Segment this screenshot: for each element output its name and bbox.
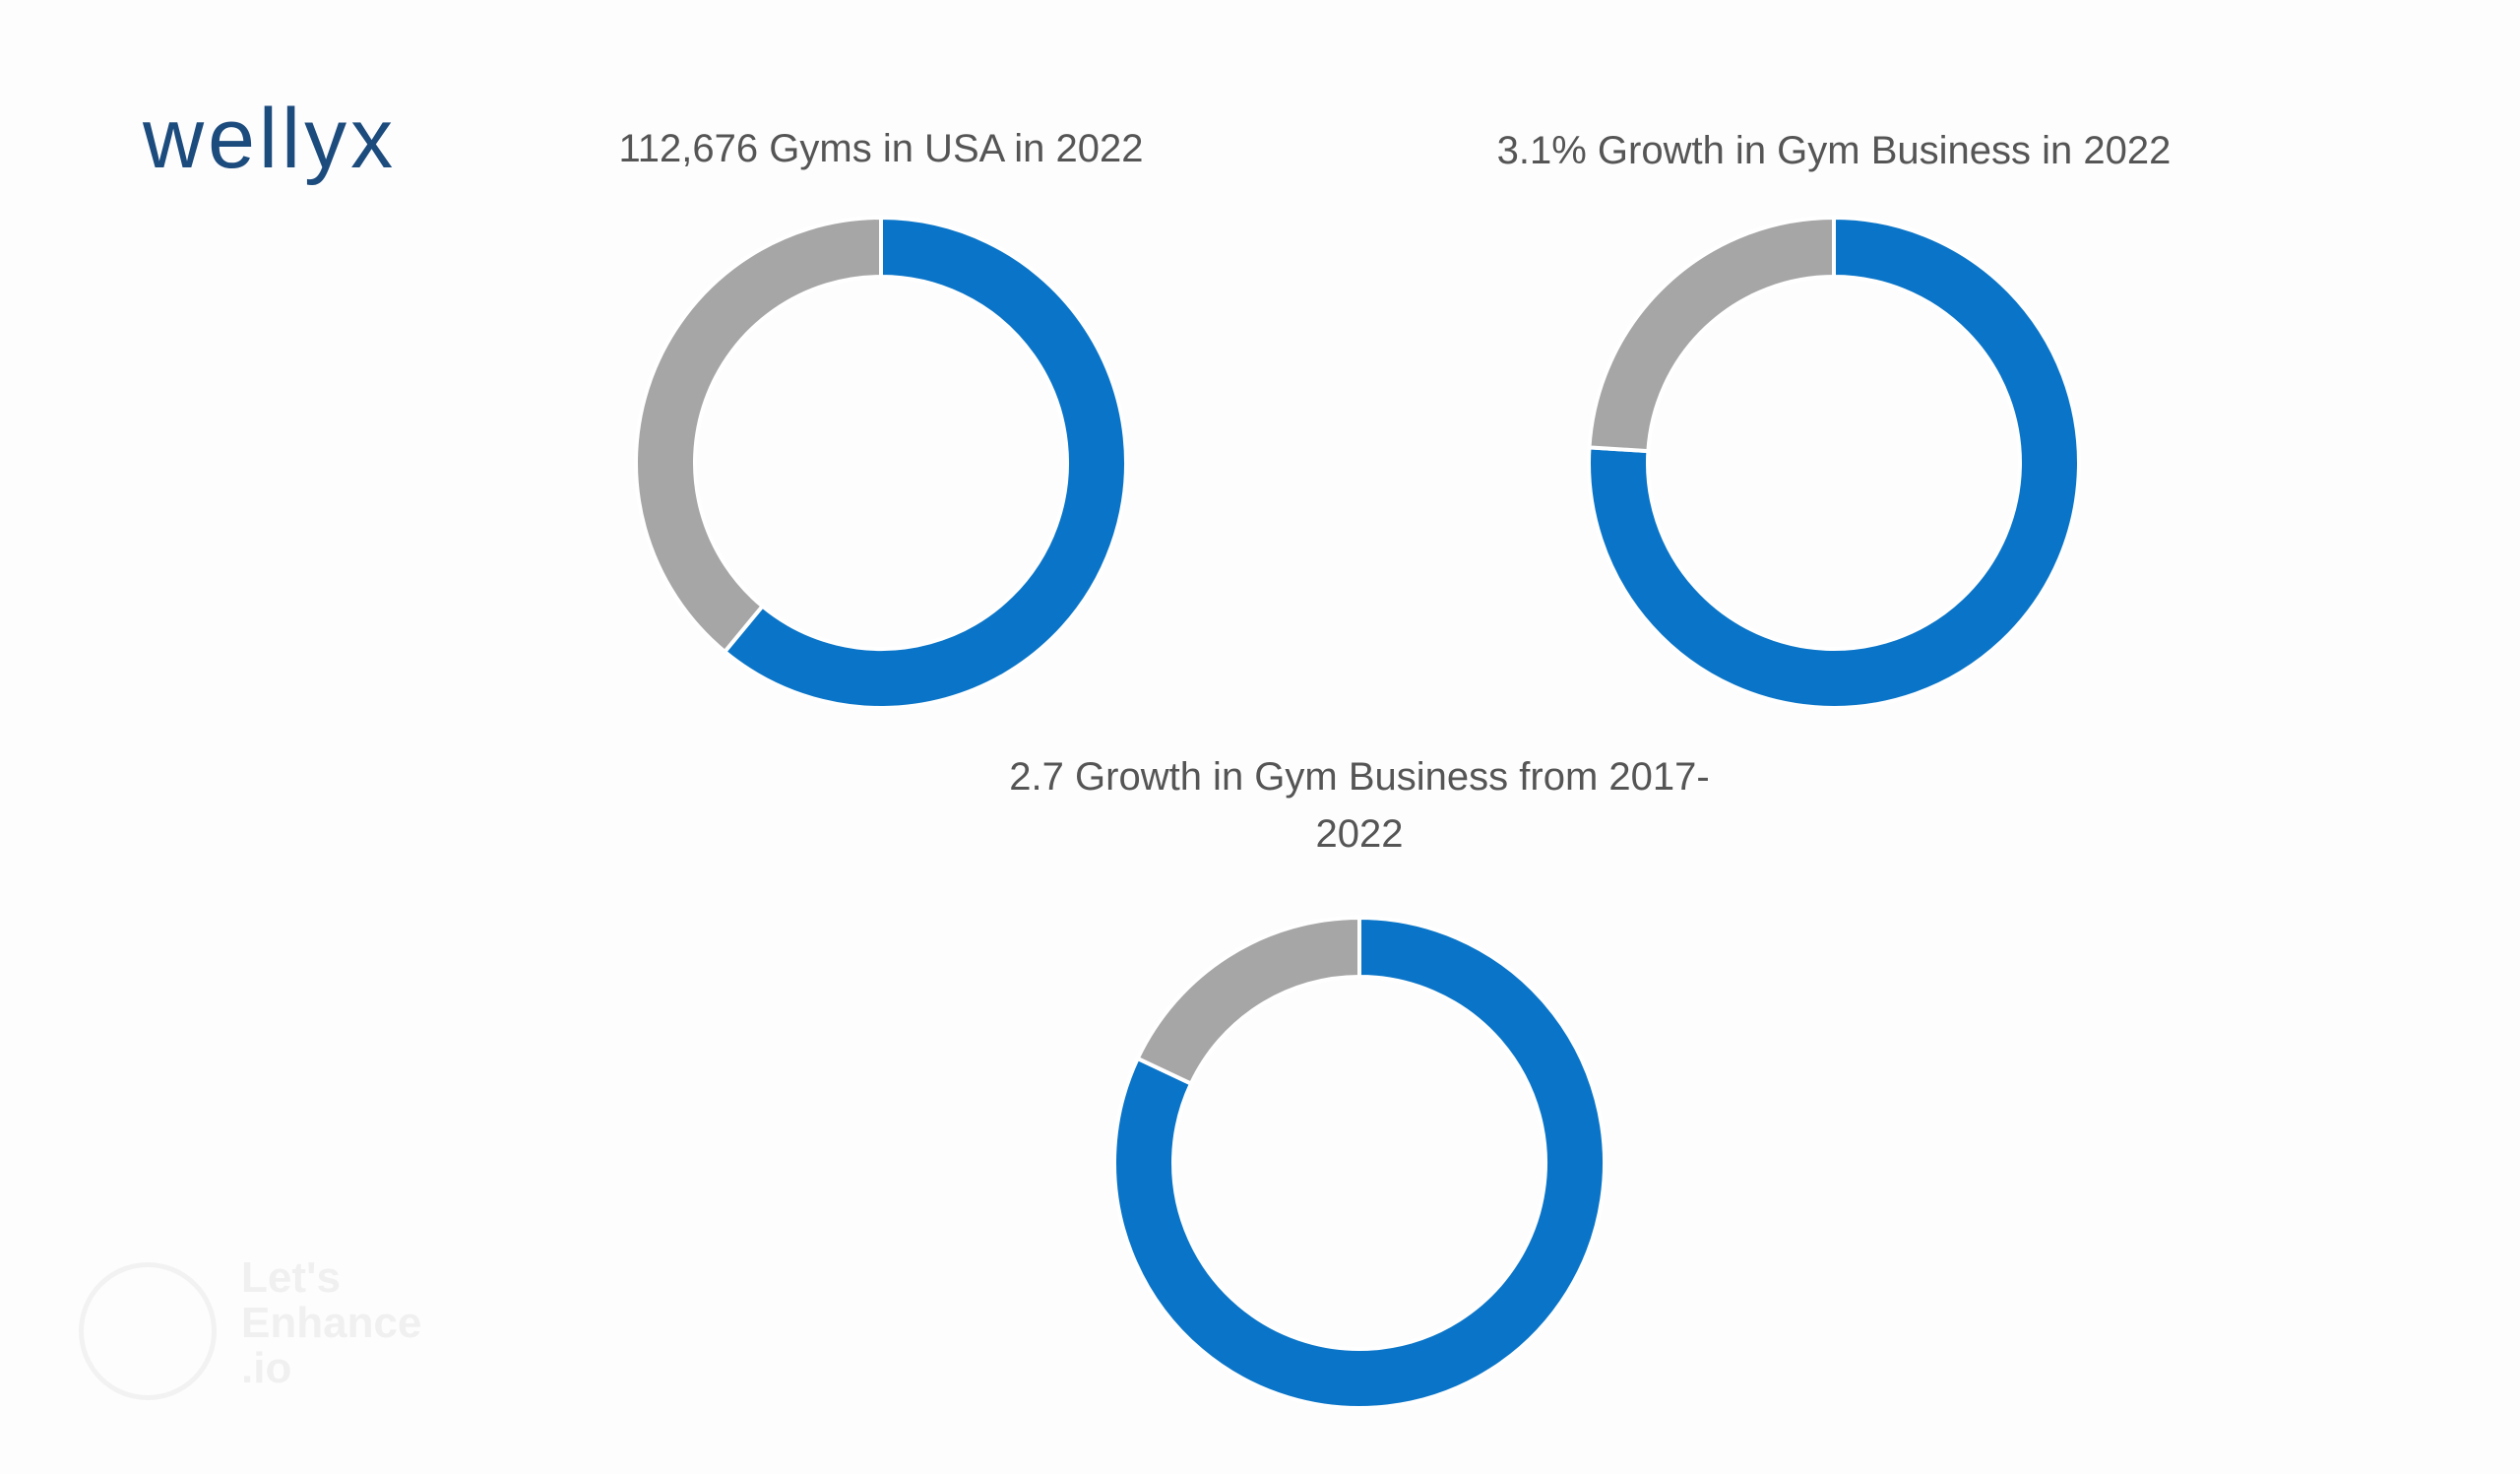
chart-title: 3.1% Growth in Gym Business in 2022 bbox=[1496, 129, 2172, 172]
donut-segment bbox=[1112, 915, 1606, 1410]
donut-segment bbox=[1135, 915, 1361, 1087]
donut-segment bbox=[722, 215, 1128, 710]
logo: wellyx bbox=[143, 92, 398, 186]
watermark: Let's Enhance .io bbox=[241, 1255, 421, 1391]
watermark-line: Enhance bbox=[241, 1299, 422, 1347]
watermark-line: Let's bbox=[241, 1253, 341, 1302]
chart-title: 112,676 Gyms in USA in 2022 bbox=[618, 127, 1144, 170]
watermark-line: .io bbox=[241, 1344, 292, 1392]
donut-segment bbox=[634, 215, 883, 655]
donut-segment bbox=[1587, 215, 1836, 454]
donut-segment bbox=[1587, 215, 2081, 710]
chart-title: 2.7 Growth in Gym Business from 2017-202… bbox=[1009, 755, 1710, 856]
watermark-icon bbox=[79, 1262, 217, 1400]
